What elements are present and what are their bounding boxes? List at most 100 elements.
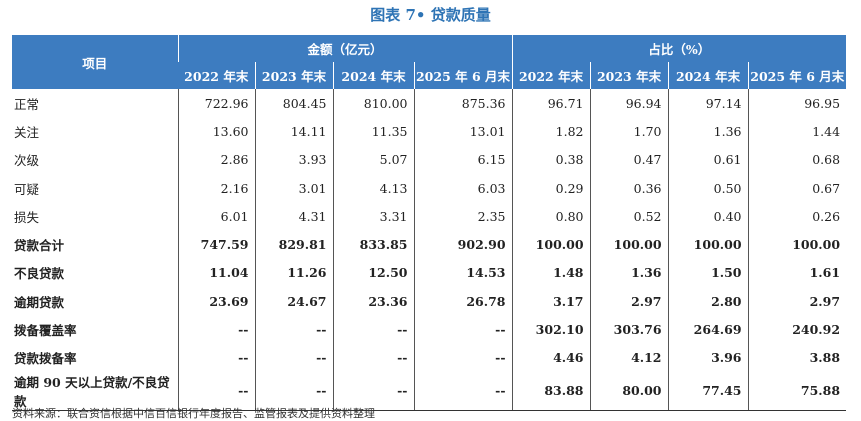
value-cell: 4.12 — [589, 343, 669, 372]
value-cell: 4.13 — [332, 173, 414, 203]
table-row: 损失 6.01 4.31 3.31 2.35 0.80 0.52 0.40 0.26 — [12, 202, 847, 231]
value-cell: 0.61 — [667, 145, 749, 174]
value-cell: 303.76 — [589, 315, 669, 344]
group-header: 金额（亿元） — [177, 35, 513, 62]
value-cell: 14.53 — [413, 258, 513, 288]
value-cell: -- — [332, 371, 414, 411]
value-cell: 829.81 — [254, 230, 333, 259]
value-cell: -- — [413, 371, 513, 411]
source-note: 资料来源：联合资信根据中信百信银行年度报告、监管报表及提供资料整理 — [12, 407, 375, 420]
value-cell: 0.52 — [589, 202, 669, 231]
value-cell: 2.97 — [747, 287, 847, 316]
value-cell: 96.71 — [511, 89, 591, 118]
value-cell: 77.45 — [667, 371, 749, 411]
value-cell: -- — [254, 371, 333, 411]
group-header: 占比（%） — [511, 35, 847, 62]
period-header: 2025 年 6 月末 — [413, 62, 513, 89]
value-cell: 2.35 — [413, 202, 513, 231]
row-label: 贷款拨备率 — [14, 351, 77, 367]
value-cell: 97.14 — [667, 89, 749, 118]
value-cell: 14.11 — [254, 117, 333, 146]
value-cell: 0.68 — [747, 145, 847, 174]
table-row: 正常 722.96 804.45 810.00 875.36 96.71 96.94 97.1… — [12, 89, 847, 118]
value-cell: 302.10 — [511, 315, 591, 344]
period-header: 2025 年 6 月末 — [747, 62, 847, 89]
row-label: 不良贷款 — [14, 266, 65, 282]
value-cell: 75.88 — [747, 371, 847, 411]
value-cell: 2.97 — [589, 287, 669, 316]
value-cell: 1.82 — [511, 117, 591, 146]
value-cell: -- — [254, 343, 333, 372]
value-cell: 0.47 — [589, 145, 669, 174]
value-cell: 0.50 — [667, 173, 749, 203]
value-cell: 11.26 — [254, 258, 333, 288]
value-cell: 80.00 — [589, 371, 669, 411]
value-cell: 0.40 — [667, 202, 749, 231]
table-row: 可疑 2.16 3.01 4.13 6.03 0.29 0.36 0.50 0.67 — [12, 173, 847, 203]
value-cell: 100.00 — [667, 230, 749, 259]
row-label: 次级 — [14, 153, 40, 169]
table-row: 贷款拨备率 -- -- -- -- 4.46 4.12 3.96 3.88 — [12, 343, 847, 372]
value-cell: 12.50 — [332, 258, 414, 288]
value-cell: 4.31 — [254, 202, 333, 231]
value-cell: -- — [177, 343, 255, 372]
table-row: 不良贷款 11.04 11.26 12.50 14.53 1.48 1.36 1.50 1.61 — [12, 258, 847, 288]
period-header: 2024 年末 — [667, 62, 749, 89]
value-cell: 11.35 — [332, 117, 414, 146]
value-cell: 3.01 — [254, 173, 333, 203]
value-cell: 23.69 — [177, 287, 255, 316]
value-cell: 875.36 — [413, 89, 513, 118]
value-cell: 1.44 — [747, 117, 847, 146]
value-cell: 5.07 — [332, 145, 414, 174]
value-cell: 6.03 — [413, 173, 513, 203]
value-cell: 0.36 — [589, 173, 669, 203]
value-cell: -- — [177, 315, 255, 344]
value-cell: 4.46 — [511, 343, 591, 372]
value-cell: -- — [413, 315, 513, 344]
row-label: 正常 — [14, 96, 40, 112]
value-cell: 2.16 — [177, 173, 255, 203]
value-cell: 26.78 — [413, 287, 513, 316]
value-cell: 1.61 — [747, 258, 847, 288]
title: 图表 7• 贷款质量 — [370, 6, 491, 24]
value-cell: 0.38 — [511, 145, 591, 174]
value-cell: 810.00 — [332, 89, 414, 118]
value-cell: 24.67 — [254, 287, 333, 316]
row-label: 拨备覆盖率 — [14, 323, 77, 339]
row-label: 逾期 90 天以上贷款/不良贷款 — [12, 371, 178, 411]
value-cell: -- — [254, 315, 333, 344]
period-header: 2023 年末 — [589, 62, 669, 89]
period-header: 2024 年末 — [332, 62, 414, 89]
value-cell: 0.26 — [747, 202, 847, 231]
value-cell: 6.15 — [413, 145, 513, 174]
value-cell: 96.94 — [589, 89, 669, 118]
period-header: 2022 年末 — [511, 62, 591, 89]
loan-quality-table: 项目 金额（亿元） 占比（%） 2022 年末 2023 年末 2024 年末 202… — [12, 35, 847, 411]
row-label: 逾期贷款 — [14, 294, 65, 310]
period-header: 2023 年末 — [254, 62, 333, 89]
table-row: 贷款合计 747.59 829.81 833.85 902.90 100.00 100.00… — [12, 230, 847, 259]
value-cell: 83.88 — [511, 371, 591, 411]
row-label: 可疑 — [14, 181, 40, 197]
value-cell: 747.59 — [177, 230, 255, 259]
value-cell: 722.96 — [177, 89, 255, 118]
value-cell: 96.95 — [747, 89, 847, 118]
value-cell: 2.80 — [667, 287, 749, 316]
value-cell: 902.90 — [413, 230, 513, 259]
value-cell: 3.96 — [667, 343, 749, 372]
value-cell: -- — [413, 343, 513, 372]
value-cell: 100.00 — [747, 230, 847, 259]
value-cell: 0.80 — [511, 202, 591, 231]
table-row: 拨备覆盖率 -- -- -- -- 302.10 303.76 264.69 240.92 — [12, 315, 847, 344]
value-cell: 1.48 — [511, 258, 591, 288]
value-cell: 2.86 — [177, 145, 255, 174]
table-row: 逾期 90 天以上贷款/不良贷款 -- -- -- -- 83.88 80.00 77.45 7… — [12, 371, 847, 411]
header-cell: 项目 — [12, 35, 178, 89]
value-cell: 23.36 — [332, 287, 414, 316]
value-cell: 1.36 — [667, 117, 749, 146]
table-row: 关注 13.60 14.11 11.35 13.01 1.82 1.70 1.36 1.44 — [12, 117, 847, 146]
row-label: 关注 — [14, 124, 40, 140]
value-cell: 13.60 — [177, 117, 255, 146]
value-cell: 11.04 — [177, 258, 255, 288]
